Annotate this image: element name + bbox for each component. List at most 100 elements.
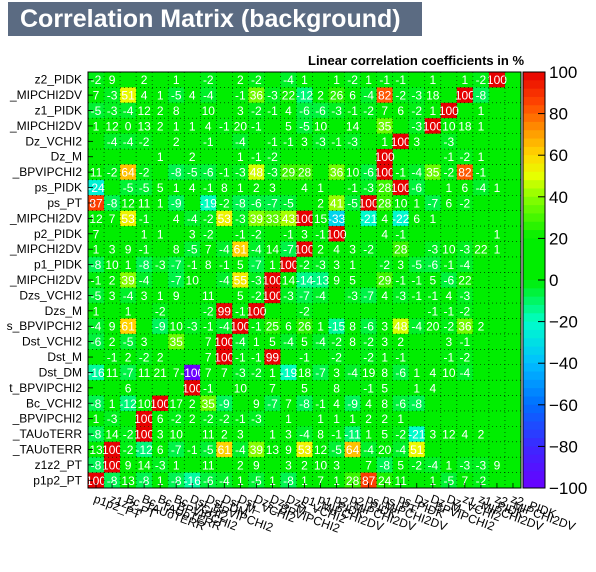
cell-value-label: 29 — [282, 166, 296, 180]
colorbar-band — [523, 188, 545, 198]
row-label: Bc_VCHI2 — [26, 396, 82, 410]
cell-value-label: 2 — [381, 412, 388, 426]
cell-value-label: 14 — [137, 458, 151, 472]
heatmap-cell — [184, 410, 201, 427]
heatmap-cell — [328, 333, 345, 350]
heatmap-cell — [392, 395, 409, 411]
heatmap-cell — [424, 256, 441, 273]
cell-value-label: -2 — [219, 412, 230, 426]
heatmap-cell — [104, 287, 121, 304]
cell-value-label: -1 — [203, 381, 214, 395]
heatmap-cell — [408, 118, 425, 134]
heatmap-cell — [312, 364, 329, 381]
heatmap-cell — [280, 226, 297, 242]
cell-value-label: 36 — [250, 89, 264, 103]
heatmap-cell — [408, 318, 425, 334]
cell-value-label: -2 — [395, 89, 406, 103]
heatmap-cell — [232, 72, 249, 88]
cell-value-label: -5 — [251, 474, 262, 488]
heatmap-cell — [168, 72, 185, 88]
cell-value-label: -1 — [395, 274, 406, 288]
cell-value-label: 100 — [294, 243, 314, 257]
heatmap-cell — [136, 364, 153, 381]
heatmap-cell — [216, 441, 233, 458]
cell-value-label: -15 — [328, 320, 346, 334]
heatmap-cell — [104, 457, 121, 473]
cell-value-label: -2 — [267, 150, 278, 164]
heatmap-cell — [280, 102, 297, 119]
heatmap-cell — [200, 133, 217, 150]
heatmap-cell — [488, 72, 505, 88]
cell-value-label: -4 — [91, 320, 102, 334]
cell-value-label: -4 — [219, 320, 230, 334]
cell-value-label: -6 — [363, 166, 374, 180]
cell-value-label: -2 — [460, 304, 471, 318]
cell-value-label: -21 — [408, 428, 426, 442]
cell-value-label: -3 — [347, 135, 358, 149]
cell-value-label: 4 — [365, 397, 372, 411]
heatmap-cell — [408, 256, 425, 273]
heatmap-cell — [472, 457, 489, 473]
colorbar-band — [523, 413, 545, 422]
cell-value-label: -1 — [219, 119, 230, 133]
row-label: z2_PIDK — [35, 73, 82, 87]
cell-value-label: 3 — [285, 458, 292, 472]
heatmap-cell — [280, 364, 297, 381]
heatmap-cell — [296, 210, 313, 227]
heatmap-cell — [312, 287, 329, 304]
colorbar-band — [523, 379, 545, 389]
cell-value-label: -1 — [91, 274, 102, 288]
cell-value-label: 7 — [462, 474, 469, 488]
heatmap-cell — [408, 426, 425, 442]
cell-value-label: -1 — [283, 135, 294, 149]
cell-value-label: -8 — [107, 196, 118, 210]
cell-value-label: 55 — [234, 274, 248, 288]
cell-value-label: -3 — [443, 135, 454, 149]
heatmap-cell — [392, 72, 409, 88]
heatmap-cell — [456, 87, 473, 103]
cell-value-label: 8 — [173, 243, 180, 257]
cell-value-label: 87 — [362, 474, 376, 488]
heatmap-cell — [472, 426, 489, 442]
cell-value-label: 22 — [282, 89, 296, 103]
heatmap-cell — [376, 441, 393, 458]
cell-value-label: 1 — [253, 335, 260, 349]
row-label: p1p2_PT — [33, 473, 82, 487]
colorbar-band — [523, 205, 545, 214]
colorbar-tick-label: 60 — [549, 146, 568, 165]
heatmap-cell — [360, 364, 377, 381]
heatmap-cell — [88, 87, 105, 103]
cell-value-label: 3 — [381, 320, 388, 334]
heatmap-cell — [120, 256, 137, 273]
cell-value-label: -2 — [363, 351, 374, 365]
heatmap-cell — [136, 333, 153, 350]
colorbar-tick-label: 40 — [549, 188, 568, 207]
cell-value-label: -5 — [187, 166, 198, 180]
heatmap-cell — [344, 195, 361, 211]
heatmap-cell — [456, 457, 473, 473]
cell-value-label: 3 — [189, 227, 196, 241]
cell-value-label: 4 — [189, 89, 196, 103]
cell-value-label: -2 — [155, 304, 166, 318]
cell-value-label: -2 — [219, 196, 230, 210]
cell-value-label: 13 — [121, 474, 135, 488]
heatmap-cell — [392, 272, 409, 288]
cell-value-label: 2 — [397, 335, 404, 349]
row-label: _MIPCHI2DV — [9, 88, 82, 102]
heatmap-cell — [104, 102, 121, 119]
cell-value-label: 35 — [378, 119, 392, 133]
heatmap-cell — [456, 179, 473, 196]
cell-value-label: 1 — [317, 412, 324, 426]
row-label: z1z2_PT — [35, 458, 83, 472]
heatmap-cell — [344, 441, 361, 458]
cell-value-label: -1 — [203, 181, 214, 195]
cell-value-label: -4 — [476, 181, 487, 195]
heatmap-cell — [440, 256, 457, 273]
heatmap-cell — [168, 118, 185, 134]
cell-value-label: -2 — [139, 166, 150, 180]
cell-value-label: 1 — [301, 474, 308, 488]
cell-value-label: 11 — [202, 428, 215, 442]
cell-value-label: 10 — [234, 381, 248, 395]
heatmap-cell — [264, 241, 281, 257]
heatmap-cell — [408, 210, 425, 227]
